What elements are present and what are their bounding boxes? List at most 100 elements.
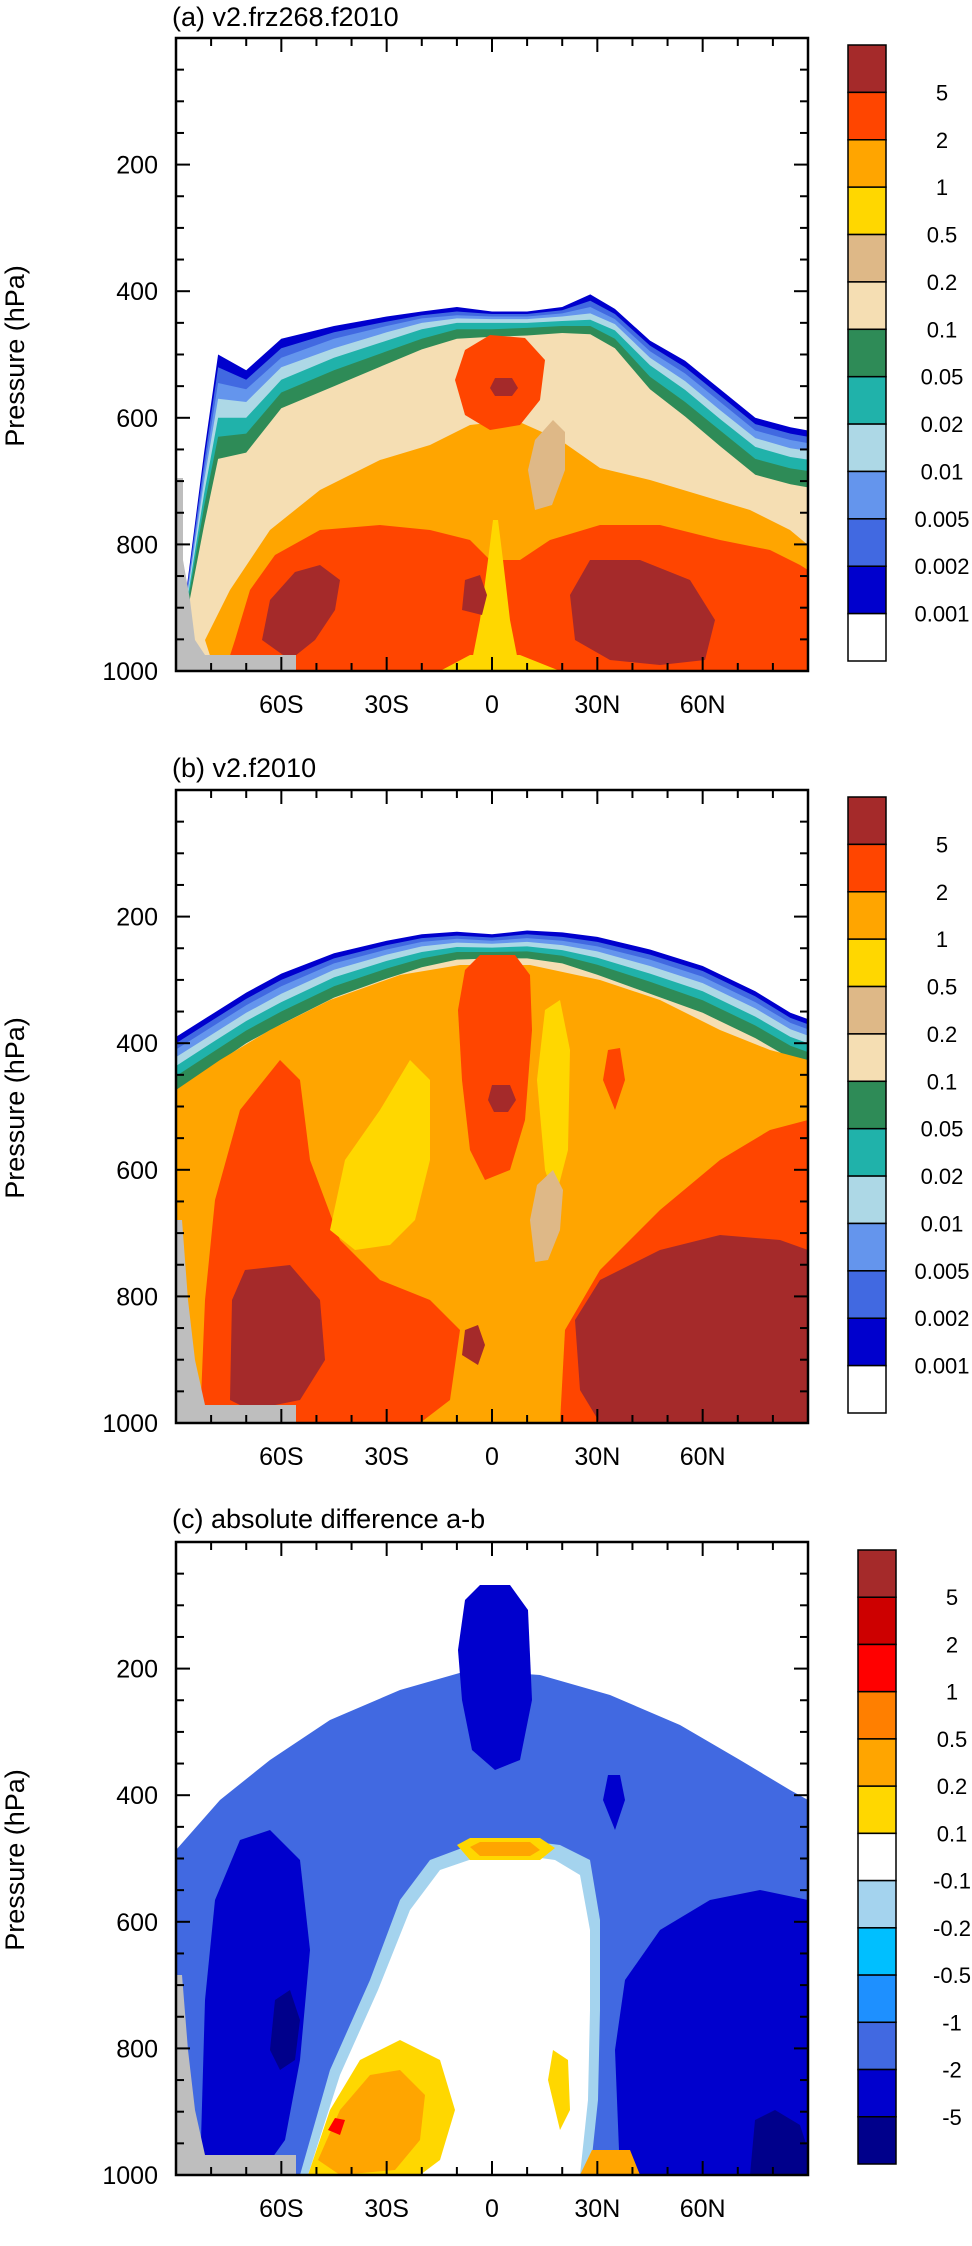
colorbar-label: 5 [946,1585,958,1610]
panel-c-minus5-sh [200,1830,310,2175]
colorbar-label: -5 [942,2105,962,2130]
panel-b-yellow-ridge-sh [330,1060,430,1250]
panel-a: (a) v2.frz268.f2010 Pressure (hPa) 200 40… [0,2,970,719]
colorbar-swatch [847,1033,887,1083]
colorbar-label: 0.2 [927,1022,958,1047]
colorbar-label: 0.5 [927,223,958,248]
colorbar-label: 0.5 [937,1727,968,1752]
colorbar-swatch [857,2116,897,2165]
y-tick-label: 400 [116,1782,158,1810]
panel-c-positive-band-orange [470,1842,540,1856]
colorbar-label: 0.05 [921,365,964,390]
panel-b-axes: 200 400 600 800 1000 60S 30S 0 30N 60N [102,788,810,1471]
colorbar-label: -2 [942,2058,962,2083]
panel-b-tan-oval [530,1170,563,1262]
colorbar-swatch [847,985,887,1035]
y-tick-label: 600 [116,1157,158,1185]
colorbar-swatch [847,375,887,425]
x-tick-label: 30N [574,2195,620,2223]
panel-b-brown-region-nh [575,1235,808,1423]
x-tick-label: 60S [259,2195,303,2223]
colorbar-swatch [847,518,887,567]
panel-c-minus5-spot [603,1775,625,1830]
colorbar-swatch [847,612,887,662]
x-tick-label: 60S [259,691,303,719]
panel-c-axes: 200 400 600 800 1000 60S 30S 0 30N 60N [102,1540,810,2223]
colorbar-label: -0.2 [933,1916,971,1941]
colorbar-swatch [847,328,887,378]
panel-a-yellow-ridge [470,520,520,671]
y-tick-label: 800 [116,2035,158,2063]
x-tick-label: 0 [485,691,499,719]
y-tick-label: 600 [116,405,158,433]
colorbar-label: 0.1 [927,1069,958,1094]
panel-c-dark-blob-sh [270,1990,300,2070]
colorbar-swatch [847,891,887,940]
y-tick-label: 200 [116,152,158,180]
colorbar-swatch [847,938,887,988]
colorbar-swatch [847,186,887,236]
colorbar-label: -1 [942,2010,962,2035]
panel-c-positive-red [328,2118,345,2135]
panel-a-core-brown [490,378,518,396]
y-tick-label: 400 [116,278,158,306]
colorbar-swatch [857,1785,897,1835]
colorbar-label: 5 [936,80,948,105]
colorbar-swatch [847,1270,887,1319]
panel-c-positive-surface [580,2150,640,2175]
x-tick-label: 60N [680,1443,726,1471]
panel-c-ylabel: Pressure (hPa) [0,1769,30,1951]
x-tick-label: 60S [259,1443,303,1471]
x-tick-label: 30N [574,691,620,719]
colorbar-swatch [847,1364,887,1414]
x-tick-label: 0 [485,1443,499,1471]
colorbar-swatch [857,2068,897,2118]
x-tick-label: 60N [680,2195,726,2223]
colorbar-swatch [847,1080,887,1130]
colorbar-label: 0.05 [921,1117,964,1142]
panel-a-ylabel: Pressure (hPa) [0,265,30,447]
y-tick-label: 1000 [102,1410,158,1438]
panel-b-ylabel: Pressure (hPa) [0,1017,30,1199]
colorbar-swatch [857,1643,897,1693]
y-tick-label: 800 [116,531,158,559]
panel-c-field [176,1542,808,2175]
panel-b-colorbar: 5 2 1 0.5 0.2 0.1 0.05 0.02 0.01 0.005 0.002 0.001 [847,796,970,1414]
panel-b-topography [176,1220,296,1423]
panel-b-title: (b) v2.f2010 [172,753,316,783]
y-tick-label: 200 [116,1656,158,1684]
colorbar-swatch [847,1317,887,1367]
colorbar-swatch [857,1927,897,1976]
colorbar-swatch [847,281,887,331]
panel-b-yellow-ridge [537,1000,570,1200]
colorbar-swatch [847,1127,887,1177]
colorbar-label: 5 [936,832,948,857]
colorbar-label: -0.1 [933,1869,971,1894]
panel-b-field [176,790,808,1423]
y-tick-label: 200 [116,904,158,932]
y-tick-label: 600 [116,1909,158,1937]
colorbar-swatch [857,1690,897,1740]
colorbar-swatch [847,233,887,283]
colorbar-label: 0.01 [921,459,964,484]
colorbar-swatch [847,423,887,473]
panel-a-brown-region-sh [262,565,340,660]
panel-c-dark-blob-nh [750,2110,808,2175]
colorbar-label: 0.02 [921,412,964,437]
colorbar-swatch [857,1549,897,1598]
panel-c: (c) absolute difference a-b Pressure (hP… [0,1504,971,2223]
colorbar-swatch [847,565,887,615]
colorbar-label: 1 [946,1680,958,1705]
panel-c-colorbar: 5 2 1 0.5 0.2 0.1 -0.1 -0.2 -0.5 -1 -2 -5 [857,1549,971,2165]
panel-c-minus5-core [458,1585,532,1770]
panel-a-axes: 200 400 600 800 1000 60S 30S 0 30N 60N [102,36,810,719]
x-tick-label: 30S [364,2195,408,2223]
panel-c-topography [176,1975,296,2175]
panel-b-brown-region-sh [230,1265,325,1410]
colorbar-label: 0.01 [921,1211,964,1236]
colorbar-label: 1 [936,175,948,200]
panel-b: (b) v2.f2010 Pressure (hPa) 200 400 600 800… [0,753,970,1471]
colorbar-swatch [847,1222,887,1272]
colorbar-label: 0.02 [921,1164,964,1189]
